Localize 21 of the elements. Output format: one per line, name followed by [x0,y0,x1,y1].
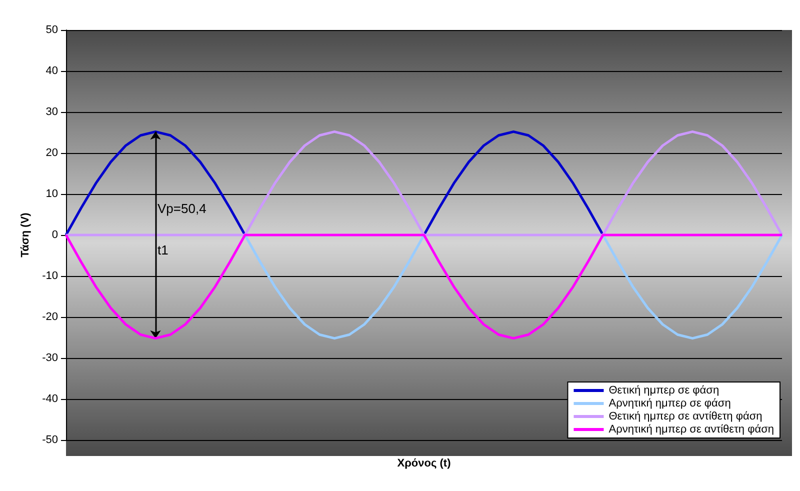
line-series [64,130,784,236]
annotation: t1 [158,242,168,258]
y-tick-label: -50 [42,434,58,446]
legend-label: Αρνητική ημπερ σε αντίθετη φάση [608,424,774,436]
y-tick-label: -10 [42,270,58,282]
y-tick-label: 50 [46,24,58,36]
y-tick-label: -30 [42,352,58,364]
line-series [64,234,784,340]
y-axis-title: Τάση (V) [20,212,32,258]
y-tick-label: 0 [52,229,58,241]
legend-label: Θετική ημπερ σε αντίθετη φάση [608,410,762,422]
y-tick-label: 20 [46,147,58,159]
legend-label: Θετική ημπερ σε φάση [608,384,720,396]
y-tick-label: 30 [46,106,58,118]
legend-label: Αρνητική ημπερ σε φάση [608,398,731,410]
y-tick-label: -20 [42,311,58,323]
y-tick-label: 10 [46,188,58,200]
y-tick-label: 40 [46,65,58,77]
y-tick-label: -40 [42,393,58,405]
annotation: Vp=50,4 [158,200,206,216]
x-axis-title: Χρόνος (t) [397,458,452,470]
